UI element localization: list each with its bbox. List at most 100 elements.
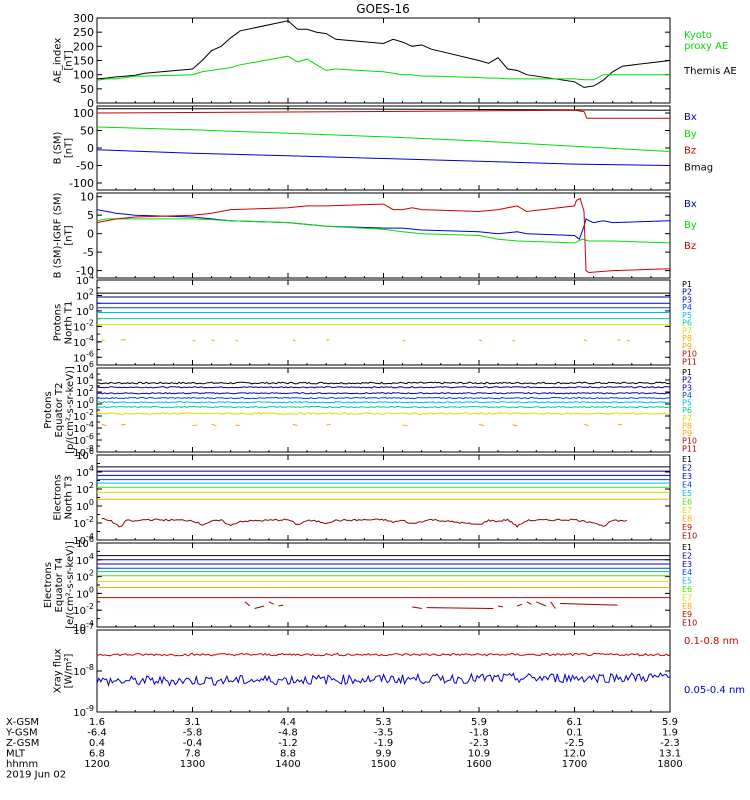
y-axis-label: Xray flux <box>53 649 64 694</box>
y-tick-label-exponent: -4 <box>86 532 94 541</box>
y-tick-label-exponent: 0 <box>89 396 94 405</box>
ephemeris-value: 1500 <box>371 759 396 770</box>
y-tick-label: 10-2 <box>73 515 94 530</box>
legend-label: E3 <box>682 472 692 481</box>
series-segment-p8 <box>617 423 623 426</box>
series-line-bx <box>97 149 670 166</box>
y-tick-label: 0 <box>87 97 94 110</box>
y-tick-label-exponent: 4 <box>89 372 94 381</box>
ephemeris-value: 4.4 <box>280 717 296 728</box>
legend-label: E4 <box>682 568 692 577</box>
ephemeris-value: -2.3 <box>660 738 680 749</box>
y-tick-label-exponent: 4 <box>89 552 94 561</box>
legend-label: E10 <box>682 532 697 541</box>
y-tick-label: 200 <box>73 40 94 53</box>
y-tick-label-exponent: -6 <box>86 432 94 441</box>
series-line-p7 <box>97 412 670 416</box>
y-tick-label: 10-4 <box>73 334 94 349</box>
y-tick-label-base: 10 <box>76 400 89 411</box>
series-segment-p8 <box>626 339 631 342</box>
y-tick-label-exponent: 6 <box>89 360 94 369</box>
ephemeris-value: 5.9 <box>662 717 678 728</box>
legend-label: P3 <box>682 295 692 304</box>
y-tick-label: 104 <box>76 464 94 479</box>
series-line-p1 <box>97 381 670 385</box>
ephemeris-value: 0.1 <box>567 728 583 739</box>
y-axis-label: Equator T4 <box>54 558 65 613</box>
y-tick-label: 10-6 <box>73 349 94 364</box>
y-tick-label-exponent: -2 <box>86 515 94 524</box>
legend-label: Bx <box>684 199 697 210</box>
y-tick-label-base: 10 <box>73 424 86 435</box>
y-tick-label-base: 10 <box>76 573 89 584</box>
y-tick-label: 102 <box>76 287 94 302</box>
y-tick-label-exponent: -2 <box>86 318 94 327</box>
series-line-p6 <box>97 405 670 409</box>
y-tick-label-base: 10 <box>73 338 86 349</box>
series-segment-p8 <box>478 423 484 427</box>
ephemeris-row-label: Z-GSM <box>6 738 39 749</box>
series-line-p2 <box>97 386 670 389</box>
series-segment-p8 <box>192 339 196 342</box>
y-tick-label-base: 10 <box>73 606 86 617</box>
legend-label: P10 <box>682 350 697 359</box>
y-tick-label: -50 <box>76 160 94 173</box>
y-tick-label: 300 <box>73 12 94 25</box>
y-tick-label-exponent: -4 <box>86 619 94 628</box>
y-tick-label: 102 <box>76 569 94 584</box>
y-tick-label-base: 10 <box>76 502 89 513</box>
ephemeris-value: 0.4 <box>89 738 105 749</box>
y-tick-label: 104 <box>76 372 94 387</box>
ephemeris-value: 3.1 <box>185 717 201 728</box>
ephemeris-value: -0.4 <box>183 738 203 749</box>
y-axis-label: AE_index <box>53 38 64 84</box>
series-line-by <box>97 218 670 244</box>
y-tick-label: 104 <box>76 552 94 567</box>
y-tick-label-exponent: 2 <box>89 384 94 393</box>
ephemeris-value: 7.8 <box>185 749 201 760</box>
ephemeris-value: 9.9 <box>376 749 392 760</box>
legend-label: E5 <box>682 489 692 498</box>
series-segment-p8 <box>326 339 330 341</box>
y-tick-label: 10-6 <box>73 432 94 447</box>
legend-label: P4 <box>682 391 692 400</box>
ephemeris-value: 1.6 <box>89 717 105 728</box>
y-axis-label: North T1 <box>64 301 75 345</box>
ephemeris-value: -2.3 <box>469 738 489 749</box>
y-tick-label: 100 <box>73 107 94 120</box>
series-line-by <box>97 126 670 152</box>
panel-frame <box>96 192 671 279</box>
y-tick-label: 10-7 <box>73 622 94 637</box>
panel-bdiff: -10 -5 0 5 10 B (SM)-IGRF (SM) [nT] Bx By Bz <box>53 191 697 279</box>
legend-label: P10 <box>682 437 697 446</box>
y-tick-label: 10-8 <box>73 444 94 459</box>
series-line-themis-ae <box>97 20 670 88</box>
y-tick-label: 100 <box>76 585 94 600</box>
series-line-0-05-0-4-nm <box>97 672 670 688</box>
y-tick-label-exponent: -9 <box>86 704 94 713</box>
y-tick-label-base: 10 <box>76 364 89 375</box>
ephemeris-value: 1800 <box>657 759 682 770</box>
y-tick-label: 106 <box>76 447 94 462</box>
series-segment-p8 <box>211 339 215 342</box>
ephemeris-value: -6.4 <box>87 728 107 739</box>
legend-label: P5 <box>682 399 692 408</box>
series-segment-p8 <box>120 339 126 341</box>
figure-title: GOES-16 <box>356 2 410 16</box>
y-axis-label: B (SM)-IGRF (SM) <box>53 193 64 279</box>
series-line-e9 <box>101 517 628 528</box>
y-tick-label: 0 <box>87 228 94 241</box>
legend-label: P11 <box>682 357 697 366</box>
y-tick-label-base: 10 <box>76 307 89 318</box>
y-tick-label-exponent: -4 <box>86 420 94 429</box>
y-tick-label-exponent: 4 <box>89 464 94 473</box>
ephemeris-value: 5.3 <box>376 717 392 728</box>
date-label: 2019 Jun 02 <box>6 770 66 781</box>
legend-label: P6 <box>682 319 692 328</box>
y-tick-label: 10-4 <box>73 619 94 634</box>
series-line-p3 <box>97 392 670 395</box>
series-segment-e10 <box>526 601 532 605</box>
